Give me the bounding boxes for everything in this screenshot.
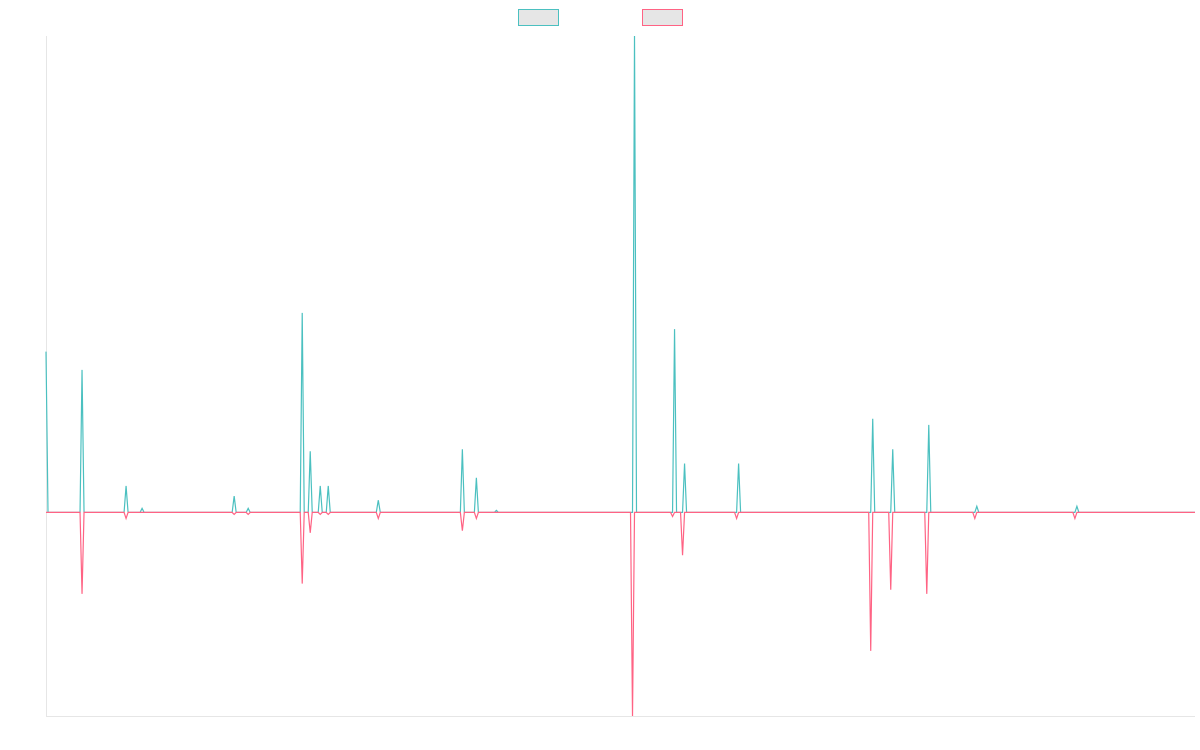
axes [46, 36, 1195, 717]
legend-swatch-1[interactable] [518, 9, 559, 26]
legend [518, 9, 683, 26]
series-line-2 [46, 511, 1195, 717]
series-line-1 [45, 35, 1195, 514]
plot-area [45, 35, 1195, 717]
legend-swatch-2[interactable] [642, 9, 683, 26]
